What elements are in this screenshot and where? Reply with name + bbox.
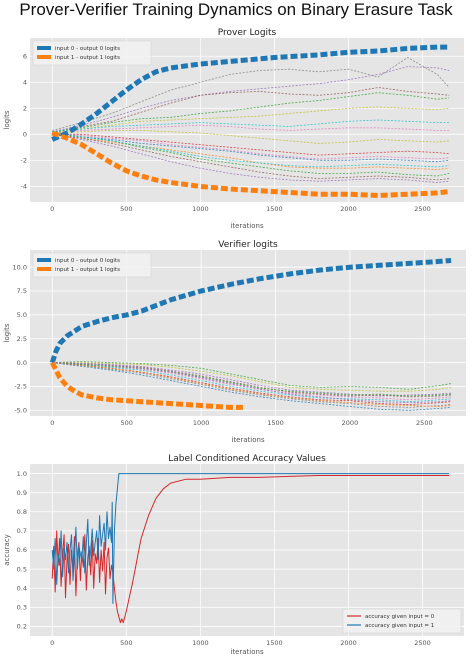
y-axis-label: accuracy: [3, 534, 11, 566]
y-tick-label: 2: [23, 104, 27, 112]
legend: accuracy given input = 0 accuracy given i…: [342, 608, 462, 634]
y-tick-label: 0.7: [17, 527, 27, 535]
x-tick-label: 1500: [266, 639, 283, 647]
background-series-line: [52, 133, 450, 170]
y-tick-label: 0.3: [17, 604, 27, 612]
series-group: [51, 473, 450, 624]
accuracy-chart: 0 500 1000 1500 2000 2500 0.2 0.3 0.4 0.5 0.6 0.7 0.…: [3, 454, 464, 656]
y-tick-label: 5.0: [17, 311, 27, 319]
y-tick-label: -2.5: [14, 383, 27, 391]
background-series-line: [52, 92, 450, 133]
legend-label: input 1 - output 1 logits: [55, 55, 120, 61]
y-tick-label: -2: [21, 157, 27, 165]
legend: input 0 - output 0 logits input 1 - outpu…: [32, 252, 152, 278]
verifier-logits-chart: 0 500 1000 1500 2000 2500 -5.0 -2.5 0.0 2.5 5.0 7.5…: [3, 240, 466, 444]
x-tick-label: 1500: [267, 419, 284, 427]
x-axis-label: iterations: [230, 222, 264, 230]
x-tick-label: 500: [120, 639, 132, 647]
x-axis-label: iterations: [230, 648, 264, 656]
x-tick-label: 0: [50, 205, 54, 213]
chart-title: Label Conditioned Accuracy Values: [168, 454, 326, 464]
background-series-line: [52, 362, 452, 404]
legend-box: [342, 608, 462, 634]
legend-box: [32, 252, 152, 278]
background-series-line: [52, 362, 452, 406]
y-tick-label: 0.6: [17, 546, 27, 554]
y-tick-label: 0.2: [17, 623, 27, 631]
background-series-line: [52, 124, 450, 134]
legend-box: [32, 40, 152, 66]
background-series-line: [52, 132, 450, 160]
background-series-line: [52, 362, 452, 407]
legend-label: accuracy given input = 0: [365, 614, 435, 620]
series-line: [51, 473, 450, 604]
background-series-line: [52, 106, 450, 134]
series-line: [51, 130, 450, 198]
figure-title: Prover-Verifier Training Dynamics on Bin…: [19, 0, 453, 19]
legend: input 0 - output 0 logits input 1 - outpu…: [32, 40, 152, 66]
y-tick-label: 0.8: [17, 508, 27, 516]
y-tick-label: 4: [23, 78, 27, 86]
prover-logits-chart: 0 500 1000 1500 2000 2500 -4 -2 0 2 4 6 Prover Logit…: [3, 28, 464, 230]
chart-title: Prover Logits: [218, 28, 277, 38]
y-tick-label: 2.5: [17, 335, 27, 343]
x-tick-label: 1000: [192, 205, 209, 213]
series-line: [51, 44, 450, 142]
x-tick-label: 500: [120, 205, 132, 213]
x-axis-label: iterations: [231, 436, 265, 444]
series-group: [51, 44, 450, 198]
series-line: [50, 361, 246, 410]
y-tick-label: -4: [21, 183, 27, 191]
background-series-line: [52, 119, 450, 133]
legend-label: input 0 - output 0 logits: [55, 258, 120, 264]
background-series-line: [52, 132, 450, 163]
series-group: [49, 258, 452, 411]
y-tick-label: 0.5: [17, 565, 27, 573]
y-tick-label: 0.4: [17, 584, 27, 592]
background-series-line: [52, 133, 450, 183]
plot-area: [30, 38, 464, 202]
x-tick-label: 1500: [266, 205, 283, 213]
background-series-line: [52, 362, 452, 403]
x-tick-label: 2000: [340, 639, 357, 647]
x-tick-label: 2500: [414, 639, 431, 647]
x-tick-label: 2500: [416, 419, 433, 427]
background-series-line: [52, 132, 450, 177]
y-tick-label: 1.0: [17, 470, 27, 478]
legend-label: input 1 - output 1 logits: [55, 267, 120, 273]
x-tick-label: 2000: [340, 205, 357, 213]
x-tick-label: 500: [121, 419, 133, 427]
y-axis-label: logits: [3, 110, 11, 129]
y-tick-label: 10.0: [13, 263, 27, 271]
background-series-line: [52, 362, 452, 411]
chart-title: Verifier logits: [218, 240, 278, 250]
x-tick-label: 2000: [342, 419, 359, 427]
background-series-line: [52, 66, 450, 133]
background-series-line: [52, 362, 452, 398]
x-tick-label: 1000: [192, 639, 209, 647]
y-tick-label: 0.9: [17, 489, 27, 497]
y-axis-label: logits: [3, 323, 11, 342]
background-series-line: [52, 133, 450, 156]
x-tick-label: 2500: [414, 205, 431, 213]
x-tick-label: 0: [50, 639, 54, 647]
background-series-line: [52, 130, 450, 144]
background-series-line: [52, 362, 452, 408]
y-tick-label: 7.5: [17, 287, 27, 295]
y-tick-label: 6: [23, 52, 27, 60]
background-series-line: [52, 133, 450, 181]
y-tick-label: -5.0: [14, 406, 27, 414]
x-tick-label: 1000: [193, 419, 210, 427]
y-tick-label: 0: [23, 131, 27, 139]
y-tick-label: 0.0: [17, 359, 27, 367]
legend-label: input 0 - output 0 logits: [55, 46, 120, 52]
series-line: [49, 258, 452, 364]
background-series-line: [52, 133, 450, 168]
background-series-line: [52, 87, 450, 134]
x-tick-label: 0: [50, 419, 54, 427]
background-series-line: [52, 362, 452, 397]
legend-label: accuracy given input = 1: [365, 623, 434, 629]
